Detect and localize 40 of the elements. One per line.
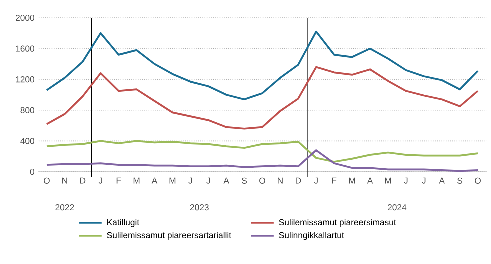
x-tick-label: A	[439, 178, 445, 184]
text: 2024	[388, 204, 407, 211]
legend-label: Katillugit	[108, 219, 140, 228]
y-tick-label: 400	[20, 138, 34, 144]
x-tick-label: F	[332, 178, 337, 184]
x-tick-label: O	[475, 178, 481, 184]
y-tick-label: 800	[20, 107, 34, 114]
x-tick-label: J	[422, 178, 426, 184]
y-tick-label: 0	[30, 168, 35, 176]
x-tick-label: S	[458, 178, 463, 184]
y-tick-label: 1200	[16, 76, 34, 83]
x-tick-label: F	[116, 178, 122, 184]
y-tick-label: 1600	[16, 46, 34, 52]
x-tick-label: A	[367, 178, 374, 184]
x-tick-label: J	[98, 178, 102, 184]
x-tick-label: J	[206, 178, 210, 184]
x-tick-label: A	[152, 178, 158, 184]
x-tick-label: A	[224, 178, 230, 184]
x-tick-label: N	[278, 178, 283, 184]
x-tick-label: S	[242, 178, 248, 184]
x-tick-label: J	[314, 178, 318, 184]
x-tick-label: J	[188, 178, 192, 184]
x-tick-label: M	[385, 178, 392, 184]
line-series	[46, 30, 479, 101]
y-tick-label: 2000	[16, 14, 34, 22]
legend-label: Sulinngikkallartut	[279, 232, 344, 240]
text: 2023	[190, 204, 209, 211]
x-tick-label: D	[80, 178, 86, 184]
x-tick-label: D	[296, 178, 302, 184]
x-tick-label: M	[134, 178, 140, 184]
legend-label: Sulilemissamut piareersimasut	[279, 219, 396, 228]
x-tick-label: O	[44, 178, 50, 184]
line-series	[46, 66, 479, 130]
legend-label: Sulilemissamut piareersartariallit	[107, 232, 232, 240]
x-tick-label: J	[404, 178, 408, 184]
x-tick-label: N	[62, 178, 68, 184]
x-tick-label: M	[170, 178, 176, 184]
text: 2022	[56, 204, 74, 211]
x-tick-label: O	[260, 178, 266, 184]
x-tick-label: M	[349, 178, 356, 184]
